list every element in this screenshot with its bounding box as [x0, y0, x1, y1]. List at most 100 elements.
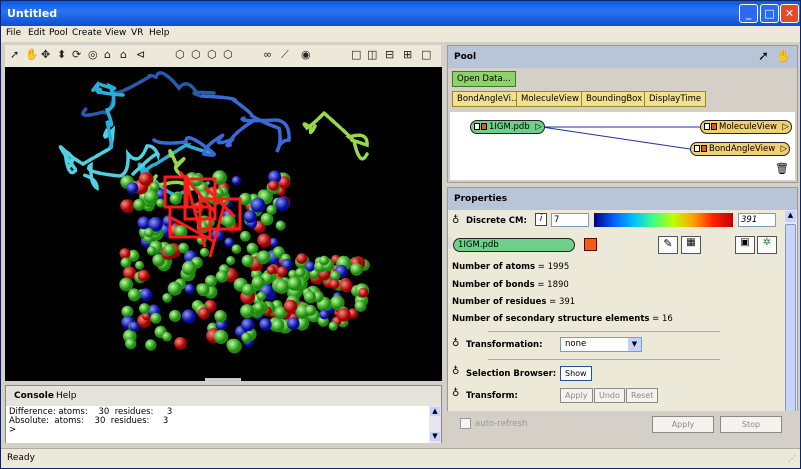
status-text: Ready: [7, 453, 35, 463]
port-handle: [448, 237, 452, 249]
console-prompt: >: [9, 425, 17, 435]
cm-min-field[interactable]: 7: [551, 213, 589, 227]
properties-title: Properties: [454, 194, 508, 204]
layout-3-icon[interactable]: ⊟: [385, 48, 395, 61]
show-button[interactable]: Show: [560, 366, 592, 381]
layout-1-icon[interactable]: □: [351, 48, 362, 61]
home-icon[interactable]: ⌂: [104, 48, 111, 61]
rotate-icon[interactable]: ⟳: [72, 48, 82, 61]
stat-bonds: Number of bonds = 1890: [452, 280, 569, 290]
scroll-up-icon[interactable]: ▲: [785, 211, 796, 222]
data-port-1igm[interactable]: 1IGM.pdb: [453, 238, 575, 252]
bondangle-module-button[interactable]: BondAngleVi...: [452, 91, 525, 107]
menu-create[interactable]: Create: [72, 28, 102, 38]
pointer-icon[interactable]: ➚: [10, 48, 20, 61]
menu-vr[interactable]: VR: [131, 28, 144, 38]
properties-scrollbar[interactable]: ▲ ▼: [784, 210, 797, 432]
set-home-icon[interactable]: ⌂: [120, 48, 127, 61]
chevron-down-icon[interactable]: ▼: [628, 338, 641, 351]
cm-max-field[interactable]: 391: [738, 213, 776, 227]
close-button[interactable]: ✕: [780, 4, 799, 23]
layout-4-icon[interactable]: ⊞: [403, 48, 413, 61]
data-node-1igm[interactable]: 1IGM.pdb ▷: [470, 120, 545, 134]
boundingbox-module-button[interactable]: BoundingBox: [581, 91, 648, 107]
console-line: Difference: atoms: 30 residues: 3: [9, 407, 173, 417]
scroll-up-icon[interactable]: ▲: [430, 407, 440, 416]
trash-icon[interactable]: 🗑: [775, 162, 789, 175]
snapshot-icon[interactable]: ◉: [301, 48, 311, 61]
console-output[interactable]: Difference: atoms: 30 residues: 3 Absolut…: [6, 406, 430, 443]
title-bar: Untitled _ □ ✕: [1, 1, 800, 26]
port-icon: ♁: [452, 388, 460, 399]
resize-grip-icon[interactable]: ⋰: [788, 454, 796, 463]
port-icon: ♁: [452, 338, 460, 349]
bondangleview-node[interactable]: BondAngleView ▷: [690, 142, 791, 156]
view-iso-icon[interactable]: ⬡: [223, 48, 233, 61]
stat-atoms: Number of atoms = 1995: [452, 262, 570, 272]
undo-button[interactable]: Undo: [594, 388, 625, 403]
hand-icon[interactable]: ✋: [25, 48, 39, 61]
viewer-toolbar: ➚ ✋ ✥ ⬍ ⟳ ◎ ⌂ ⌂ ⊲ ⬡ ⬡ ⬡ ⬡ ∞ ⟋ ◉ □ ◫ ⊟ ⊞ …: [5, 45, 441, 67]
table-icon[interactable]: ▦: [681, 236, 701, 254]
selection-browser-label: Selection Browser:: [466, 369, 557, 379]
view-all-icon[interactable]: ⊲: [136, 48, 146, 61]
seek-icon[interactable]: ◎: [88, 48, 98, 61]
window-icon[interactable]: ▣: [735, 236, 755, 254]
transform-label: Transform:: [466, 391, 518, 401]
pan-icon[interactable]: ✥: [41, 48, 51, 61]
moleculeview-node[interactable]: MoleculeView ▷: [700, 120, 792, 134]
menu-help[interactable]: Help: [149, 28, 170, 38]
apply-button[interactable]: Apply: [652, 416, 714, 433]
menu-view[interactable]: View: [105, 28, 127, 38]
console-line: Absolute: atoms: 30 residues: 3: [9, 416, 169, 426]
pool-graph[interactable]: 1IGM.pdb ▷ MoleculeView ▷ BondAngleView ▷ 🗑: [450, 112, 795, 180]
maximize-button[interactable]: □: [760, 4, 779, 23]
scroll-down-icon[interactable]: ▼: [430, 432, 440, 441]
transform-apply-button[interactable]: Apply: [560, 388, 593, 403]
menu-pool[interactable]: Pool: [49, 28, 68, 38]
hand-icon[interactable]: ✋: [776, 49, 791, 63]
scroll-thumb[interactable]: [785, 224, 796, 414]
menu-file[interactable]: File: [6, 28, 22, 38]
stop-button[interactable]: Stop: [720, 416, 782, 433]
molecule-render: [58, 71, 370, 381]
properties-body: ♁ Discrete CM: i 7 391 1IGM.pdb ✎ ▦ ▣ ✲ …: [448, 210, 784, 432]
minimize-button[interactable]: _: [739, 4, 758, 23]
view-y-icon[interactable]: ⬡: [191, 48, 201, 61]
tab-console[interactable]: Console: [14, 391, 54, 401]
discrete-cm-label: Discrete CM:: [466, 216, 527, 226]
port-icon: ♁: [452, 215, 460, 226]
divider: [488, 331, 720, 332]
info-icon[interactable]: i: [535, 213, 547, 226]
pool-header: Pool ➚ ✋: [448, 46, 797, 68]
transformation-select[interactable]: none ▼: [560, 337, 642, 352]
measure-icon[interactable]: ⟋: [281, 48, 289, 61]
menu-edit[interactable]: Edit: [28, 28, 46, 38]
view-z-icon[interactable]: ⬡: [207, 48, 217, 61]
dolly-icon[interactable]: ⬍: [57, 48, 67, 61]
3d-viewer[interactable]: [5, 67, 442, 381]
color-swatch[interactable]: [584, 238, 597, 251]
properties-footer: auto-refresh Apply Stop: [447, 411, 798, 437]
status-bar: Ready ⋰: [1, 448, 800, 468]
pointer-icon[interactable]: ➚: [758, 49, 769, 64]
displaytime-module-button[interactable]: DisplayTime: [644, 91, 707, 107]
reset-button[interactable]: Reset: [626, 388, 659, 403]
port-icon: ♁: [452, 366, 460, 377]
network-icon[interactable]: ✲: [757, 236, 777, 254]
autorefresh-label: auto-refresh: [475, 419, 528, 429]
edit-icon[interactable]: ✎: [658, 236, 678, 254]
colormap-bar[interactable]: [594, 213, 733, 227]
moleculeview-module-button[interactable]: MoleculeView: [516, 91, 584, 107]
tab-help[interactable]: Help: [56, 391, 77, 401]
view-x-icon[interactable]: ⬡: [175, 48, 185, 61]
stereo-icon[interactable]: ∞: [263, 48, 273, 61]
layout-5-icon[interactable]: □: [421, 48, 432, 61]
console-scrollbar[interactable]: ▲ ▼: [429, 406, 441, 443]
open-data-button[interactable]: Open Data...: [452, 71, 516, 87]
autorefresh-checkbox[interactable]: [460, 418, 471, 429]
layout-2-icon[interactable]: ◫: [367, 48, 378, 61]
menu-bar: File Edit Pool Create View VR Help: [1, 26, 800, 42]
window-title: Untitled: [7, 7, 58, 20]
